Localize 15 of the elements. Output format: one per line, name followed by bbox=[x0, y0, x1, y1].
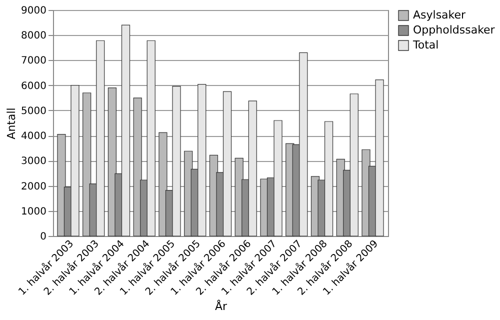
y-tick-label: 3000 bbox=[21, 156, 46, 168]
y-tick-label: 8000 bbox=[21, 30, 46, 42]
legend-label: Asylsaker bbox=[413, 8, 466, 22]
legend-label: Total bbox=[412, 38, 439, 52]
legend-label: Oppholdssaker bbox=[413, 24, 496, 36]
y-tick-label: 2000 bbox=[21, 181, 46, 192]
y-tick-label: 4000 bbox=[21, 131, 46, 142]
y-tick-label: 0 bbox=[40, 232, 46, 242]
x-axis-title: År bbox=[214, 299, 228, 314]
y-tick-label: 9000 bbox=[21, 6, 46, 16]
y-tick-label: 7000 bbox=[21, 56, 46, 67]
y-tick-label: 1000 bbox=[21, 206, 46, 218]
y-axis-title: Antall bbox=[5, 108, 18, 140]
y-tick-label: 6000 bbox=[21, 80, 46, 92]
y-tick-label: 5000 bbox=[21, 106, 46, 117]
